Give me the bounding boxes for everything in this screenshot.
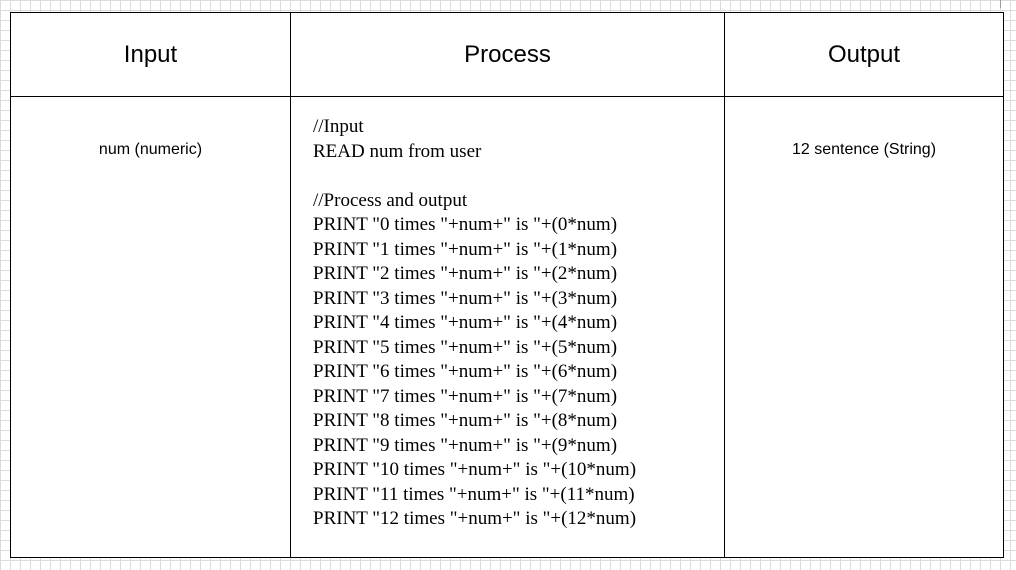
ipo-table: Input Process Output num (numeric) 12 se… — [10, 12, 1004, 558]
output-header: Output — [827, 40, 901, 68]
process-line: PRINT "8 times "+num+" is "+(8*num) — [313, 410, 618, 431]
process-line: PRINT "9 times "+num+" is "+(9*num) — [313, 434, 618, 456]
input-header: Input — [123, 40, 178, 68]
process-line: PRINT "4 times "+num+" is "+(4*num) — [313, 312, 618, 333]
process-line: PRINT "0 times "+num+" is "+(0*num) — [313, 214, 618, 235]
process-header: Process — [464, 40, 551, 68]
process-blank-line — [313, 164, 636, 189]
process-line: READ num from user — [313, 140, 482, 162]
process-line: PRINT "3 times "+num+" is "+(3*num) — [313, 287, 618, 309]
process-line: PRINT "5 times "+num+" is "+(5*num) — [313, 336, 618, 358]
process-pseudocode: //Input READ num from user //Process and o… — [313, 115, 636, 532]
column-divider-input-process — [290, 13, 291, 557]
canvas-edge-marker — [1000, 0, 1001, 8]
process-line: PRINT "12 times "+num+" is "+(12*num) — [313, 508, 637, 529]
process-line: PRINT "10 times "+num+" is "+(10*num) — [313, 459, 637, 480]
process-line: //Process and output — [313, 189, 468, 211]
process-line: PRINT "7 times "+num+" is "+(7*num) — [313, 385, 618, 407]
process-line: PRINT "2 times "+num+" is "+(2*num) — [313, 263, 618, 284]
output-cell: 12 sentence (String) — [791, 141, 937, 158]
process-line: PRINT "6 times "+num+" is "+(6*num) — [313, 361, 618, 382]
process-line: //Input — [313, 116, 364, 137]
process-line: PRINT "11 times "+num+" is "+(11*num) — [313, 483, 635, 505]
header-divider — [11, 96, 1003, 97]
input-cell: num (numeric) — [98, 141, 203, 158]
column-divider-process-output — [724, 13, 725, 557]
process-line: PRINT "1 times "+num+" is "+(1*num) — [313, 238, 618, 260]
